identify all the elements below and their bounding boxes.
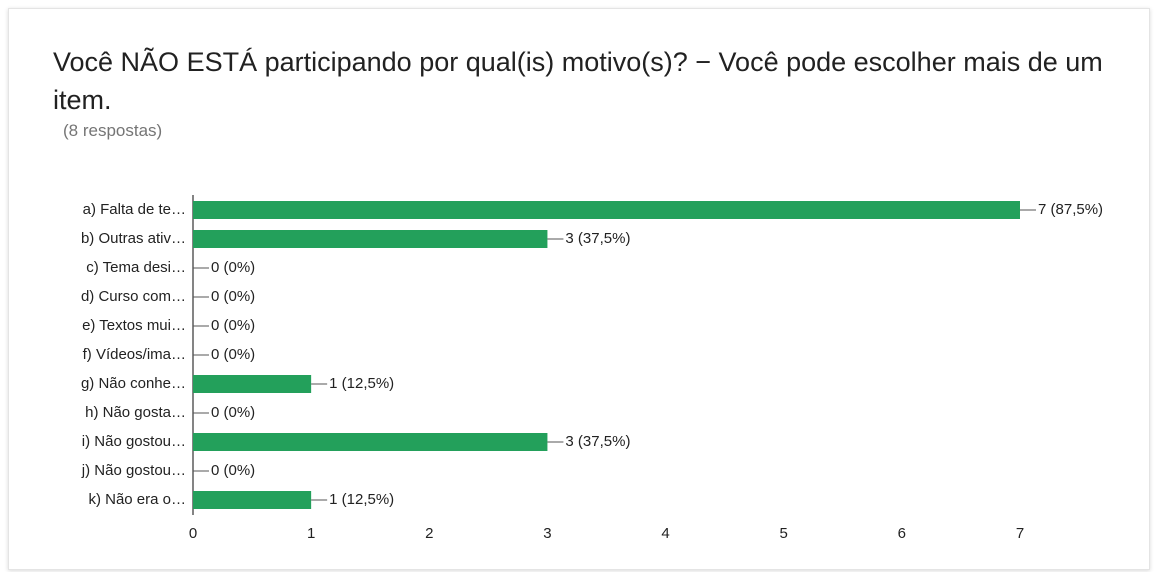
y-tick-label: b) Outras ativ… — [81, 230, 186, 247]
y-tick-label: g) Não conhe… — [81, 375, 186, 392]
bar — [193, 201, 1020, 219]
y-tick-label: k) Não era o… — [88, 491, 186, 508]
data-label: 0 (0%) — [211, 346, 255, 363]
y-tick-label: e) Textos mui… — [82, 317, 186, 334]
y-tick-label: i) Não gostou… — [82, 433, 186, 450]
chart-subtitle: (8 respostas) — [63, 121, 163, 140]
data-label: 3 (37,5%) — [565, 230, 630, 247]
y-tick-label: f) Vídeos/ima… — [83, 346, 186, 363]
data-label: 1 (12,5%) — [329, 491, 394, 508]
bar — [193, 375, 312, 393]
data-label: 1 (12,5%) — [329, 375, 394, 392]
chart-title: Você NÃO ESTÁ participando por qual(is) … — [53, 47, 1103, 115]
data-label: 3 (37,5%) — [565, 433, 630, 450]
data-label: 0 (0%) — [211, 288, 255, 305]
y-tick-label: a) Falta de te… — [83, 201, 186, 218]
x-tick-label: 3 — [543, 525, 551, 542]
y-tick-label: j) Não gostou… — [81, 462, 186, 479]
bar — [193, 230, 548, 248]
x-tick-label: 0 — [189, 525, 197, 542]
x-tick-label: 7 — [1016, 525, 1024, 542]
data-label: 0 (0%) — [211, 259, 255, 276]
y-tick-label: c) Tema desi… — [86, 259, 186, 276]
x-tick-label: 2 — [425, 525, 433, 542]
data-label: 0 (0%) — [211, 462, 255, 479]
y-tick-label: h) Não gosta… — [85, 404, 186, 421]
data-label: 0 (0%) — [211, 317, 255, 334]
bar — [193, 491, 312, 509]
x-tick-label: 1 — [307, 525, 315, 542]
y-tick-label: d) Curso com… — [81, 288, 186, 305]
x-tick-label: 4 — [661, 525, 669, 542]
card: Você NÃO ESTÁ participando por qual(is) … — [8, 8, 1150, 570]
bar — [193, 433, 548, 451]
data-label: 7 (87,5%) — [1038, 201, 1103, 218]
x-tick-label: 6 — [898, 525, 906, 542]
data-label: 0 (0%) — [211, 404, 255, 421]
x-tick-label: 5 — [780, 525, 788, 542]
